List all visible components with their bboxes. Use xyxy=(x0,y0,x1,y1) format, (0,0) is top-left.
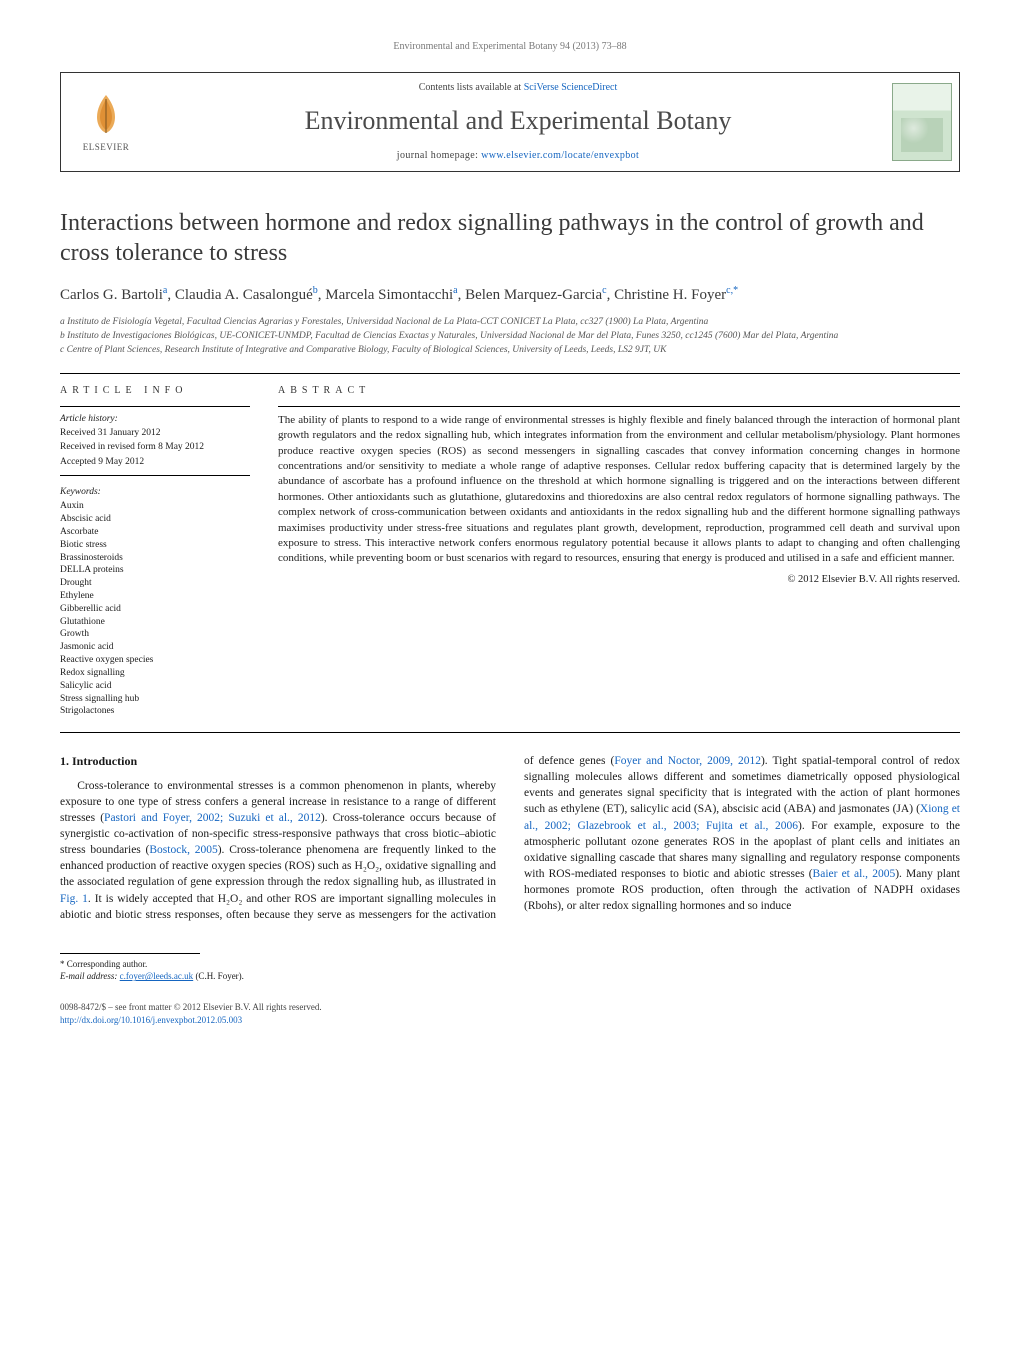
keyword: Ascorbate xyxy=(60,526,250,539)
abstract: ABSTRACT The ability of plants to respon… xyxy=(278,384,960,718)
affiliation-line: a Instituto de Fisiología Vegetal, Facul… xyxy=(60,316,960,329)
info-abstract-row: ARTICLE INFO Article history: Received 3… xyxy=(60,384,960,718)
keyword: Strigolactones xyxy=(60,705,250,718)
footnote-rule xyxy=(60,953,200,954)
running-head: Environmental and Experimental Botany 94… xyxy=(60,40,960,54)
rule-below-abstract xyxy=(60,732,960,733)
info-rule-2 xyxy=(60,475,250,476)
affiliation-line: b Instituto de Investigaciones Biológica… xyxy=(60,330,960,343)
keyword: Brassinosteroids xyxy=(60,552,250,565)
ref-fig1[interactable]: Fig. 1 xyxy=(60,893,88,905)
journal-cover-thumb xyxy=(885,73,959,171)
p1-end: . xyxy=(88,893,91,905)
intro-paragraph-1: Cross-tolerance to environmental stresse… xyxy=(60,753,960,923)
history-line: Received 31 January 2012 xyxy=(60,427,250,440)
history-label: Article history: xyxy=(60,413,250,426)
homepage-link[interactable]: www.elsevier.com/locate/envexpbot xyxy=(481,150,639,161)
keyword: Stress signalling hub xyxy=(60,693,250,706)
contents-listing: Contents lists available at SciVerse Sci… xyxy=(161,81,875,95)
header-center: Contents lists available at SciVerse Sci… xyxy=(151,73,885,171)
keyword: DELLA proteins xyxy=(60,564,250,577)
article-title: Interactions between hormone and redox s… xyxy=(60,208,960,268)
history-line: Received in revised form 8 May 2012 xyxy=(60,441,250,454)
keyword: Abscisic acid xyxy=(60,513,250,526)
affiliation-line: c Centre of Plant Sciences, Research Ins… xyxy=(60,344,960,357)
corresponding-author: * Corresponding author. xyxy=(60,958,960,971)
keyword: Growth xyxy=(60,628,250,641)
authors: Carlos G. Bartolia, Claudia A. Casalongu… xyxy=(60,284,960,306)
keyword: Gibberellic acid xyxy=(60,603,250,616)
keyword: Jasmonic acid xyxy=(60,641,250,654)
homepage-prefix: journal homepage: xyxy=(397,150,481,161)
info-rule-1 xyxy=(60,406,250,407)
abstract-label: ABSTRACT xyxy=(278,384,960,398)
abstract-copyright: © 2012 Elsevier B.V. All rights reserved… xyxy=(278,573,960,588)
ref-foyer[interactable]: Foyer and Noctor, 2009, 2012 xyxy=(614,755,761,767)
history-line: Accepted 9 May 2012 xyxy=(60,456,250,469)
article-info: ARTICLE INFO Article history: Received 3… xyxy=(60,384,250,718)
keyword: Salicylic acid xyxy=(60,680,250,693)
cover-image xyxy=(892,83,952,161)
journal-name: Environmental and Experimental Botany xyxy=(161,103,875,139)
ref-bostock[interactable]: Bostock, 2005 xyxy=(149,844,217,856)
affiliations: a Instituto de Fisiología Vegetal, Facul… xyxy=(60,316,960,356)
keyword: Auxin xyxy=(60,500,250,513)
journal-header: ELSEVIER Contents lists available at Sci… xyxy=(60,72,960,172)
sciencedirect-link[interactable]: SciVerse ScienceDirect xyxy=(524,82,618,93)
email-link[interactable]: c.foyer@leeds.ac.uk xyxy=(120,971,194,981)
section-heading-intro: 1. Introduction xyxy=(60,753,496,770)
doi-link[interactable]: http://dx.doi.org/10.1016/j.envexpbot.20… xyxy=(60,1015,242,1025)
abstract-rule xyxy=(278,406,960,407)
keyword: Ethylene xyxy=(60,590,250,603)
email-label: E-mail address: xyxy=(60,971,117,981)
keyword: Redox signalling xyxy=(60,667,250,680)
ref-baier[interactable]: Baier et al., 2005 xyxy=(813,868,896,880)
elsevier-tree-icon xyxy=(83,91,129,137)
keyword: Glutathione xyxy=(60,616,250,629)
article-info-label: ARTICLE INFO xyxy=(60,384,250,398)
email-line: E-mail address: c.foyer@leeds.ac.uk (C.H… xyxy=(60,970,960,983)
keyword: Drought xyxy=(60,577,250,590)
journal-homepage: journal homepage: www.elsevier.com/locat… xyxy=(161,149,875,163)
publisher-logo: ELSEVIER xyxy=(61,73,151,171)
body-columns: 1. Introduction Cross-tolerance to envir… xyxy=(60,753,960,923)
keyword: Biotic stress xyxy=(60,539,250,552)
ref-pastori[interactable]: Pastori and Foyer, 2002; Suzuki et al., … xyxy=(104,812,321,824)
email-suffix: (C.H. Foyer). xyxy=(195,971,244,981)
rule-above-info xyxy=(60,373,960,374)
footnotes-block: * Corresponding author. E-mail address: … xyxy=(60,953,960,983)
abstract-text: The ability of plants to respond to a wi… xyxy=(278,413,960,567)
keyword: Reactive oxygen species xyxy=(60,654,250,667)
publisher-name: ELSEVIER xyxy=(83,141,130,154)
front-matter-line: 0098-8472/$ – see front matter © 2012 El… xyxy=(60,1001,960,1014)
keywords-label: Keywords: xyxy=(60,486,250,499)
page-footer: 0098-8472/$ – see front matter © 2012 El… xyxy=(60,1001,960,1026)
contents-prefix: Contents lists available at xyxy=(419,82,524,93)
